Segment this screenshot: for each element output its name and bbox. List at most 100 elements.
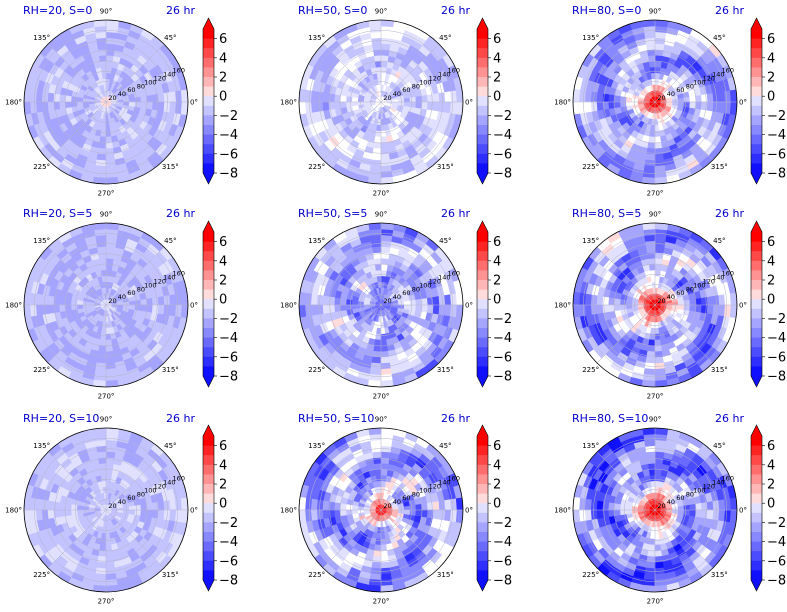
field-cell <box>380 451 391 459</box>
colorbar-segment <box>203 57 214 68</box>
field-cell <box>646 350 656 359</box>
field-cell <box>58 94 66 103</box>
field-cell <box>373 257 382 265</box>
field-cell <box>97 251 107 260</box>
colorbar-tick-label: −8 <box>493 167 512 182</box>
field-cell <box>24 291 32 306</box>
field-cell <box>432 101 440 112</box>
field-cell <box>421 101 429 110</box>
colorbar-tick-label: 0 <box>493 90 501 105</box>
radial-tick-label: 20 <box>383 94 391 102</box>
field-cell <box>146 502 154 511</box>
colorbar-tick-label: −2 <box>767 312 786 327</box>
field-cell <box>70 504 78 511</box>
colorbar-segment <box>203 232 214 242</box>
field-cell <box>100 538 107 546</box>
radial-tick-label: 60 <box>676 289 684 297</box>
radial-tick-label: 100 <box>419 78 431 86</box>
colorbar-segment <box>203 328 214 338</box>
angle-tick-label: 90° <box>100 416 112 424</box>
radial-tick-label: 60 <box>127 86 135 94</box>
colorbar-segment <box>203 474 214 485</box>
radial-tick-label: 60 <box>676 86 684 94</box>
colorbar-segment <box>203 512 214 523</box>
radial-tick-label: 40 <box>118 293 126 301</box>
angle-tick-label: 45° <box>713 237 725 245</box>
colorbar-segment <box>751 144 762 155</box>
colorbar-segment <box>751 153 762 164</box>
field-cell <box>415 304 423 312</box>
colorbar-segment <box>203 560 214 571</box>
field-cell <box>596 92 604 103</box>
field-cell <box>375 333 382 341</box>
field-cell <box>654 147 664 156</box>
field-cell <box>706 304 714 315</box>
field-cell <box>157 500 165 511</box>
field-cell <box>619 96 627 103</box>
angle-tick-label: 270° <box>647 190 664 198</box>
field-cell <box>455 101 463 116</box>
colorbar-segment <box>477 125 488 135</box>
field-cell <box>98 54 107 62</box>
angle-tick-label: 225° <box>33 163 50 171</box>
radial-tick-label: 40 <box>118 90 126 98</box>
polar-frame <box>298 222 464 388</box>
colorbar-tick-label: 0 <box>767 90 775 105</box>
colorbar-segment <box>203 551 214 562</box>
angle-tick-label: 180° <box>554 302 571 310</box>
colorbar-tick-label: 0 <box>493 293 501 308</box>
radial-tick-label: 60 <box>402 86 410 94</box>
field-cell <box>613 95 621 103</box>
angle-tick-label: 0° <box>465 302 473 310</box>
colorbar-segment <box>203 241 214 252</box>
field-cell <box>372 147 382 156</box>
field-cell <box>380 257 389 265</box>
colorbar-segment <box>203 67 214 78</box>
field-cell <box>380 555 390 564</box>
panel-title: RH=20, S=5 <box>23 207 92 220</box>
colorbar-segment <box>203 125 214 135</box>
colorbar-tick-label: 6 <box>219 32 227 47</box>
field-cell <box>648 136 656 144</box>
radial-tick-label: 120 <box>703 74 715 82</box>
field-cell <box>695 304 703 313</box>
field-cell <box>105 48 115 57</box>
field-cell <box>105 20 120 28</box>
colorbar-segment <box>203 38 214 49</box>
colorbar-segment <box>203 86 214 97</box>
radial-tick-label: 20 <box>657 94 665 102</box>
colorbar-tick-label: 2 <box>219 478 227 493</box>
colorbar-tick-label: 6 <box>219 235 227 250</box>
field-cell <box>372 456 382 465</box>
field-cell <box>97 456 107 465</box>
field-cell <box>97 48 107 57</box>
angle-tick-label: 90° <box>100 211 112 219</box>
field-cell <box>299 291 307 306</box>
angle-tick-label: 315° <box>162 163 179 171</box>
field-cell <box>128 509 136 515</box>
field-cell <box>47 92 55 103</box>
field-cell <box>700 304 709 314</box>
field-cell <box>52 304 61 314</box>
field-cell <box>76 300 84 306</box>
field-cell <box>403 304 411 310</box>
radial-tick-label: 140 <box>163 71 175 79</box>
field-cell <box>327 101 336 111</box>
polar-panel: 0°45°90°135°180°225°270°315°20 40 60 80 1001… <box>5 412 238 606</box>
angle-tick-label: 0° <box>190 99 198 107</box>
field-cell <box>58 304 66 313</box>
field-cell <box>409 509 417 516</box>
field-cell <box>180 304 188 319</box>
colorbar-extend-max <box>477 221 488 232</box>
field-cell <box>58 502 66 511</box>
panel-title: RH=80, S=0 <box>572 4 641 17</box>
field-cell <box>371 356 382 364</box>
field-cell <box>695 101 703 110</box>
colorbar-segment <box>751 251 762 262</box>
field-cell <box>339 298 347 306</box>
field-cell <box>351 505 359 511</box>
colorbar-tick-label: 4 <box>219 254 227 269</box>
angle-tick-label: 270° <box>98 190 115 198</box>
field-cell <box>58 101 66 110</box>
